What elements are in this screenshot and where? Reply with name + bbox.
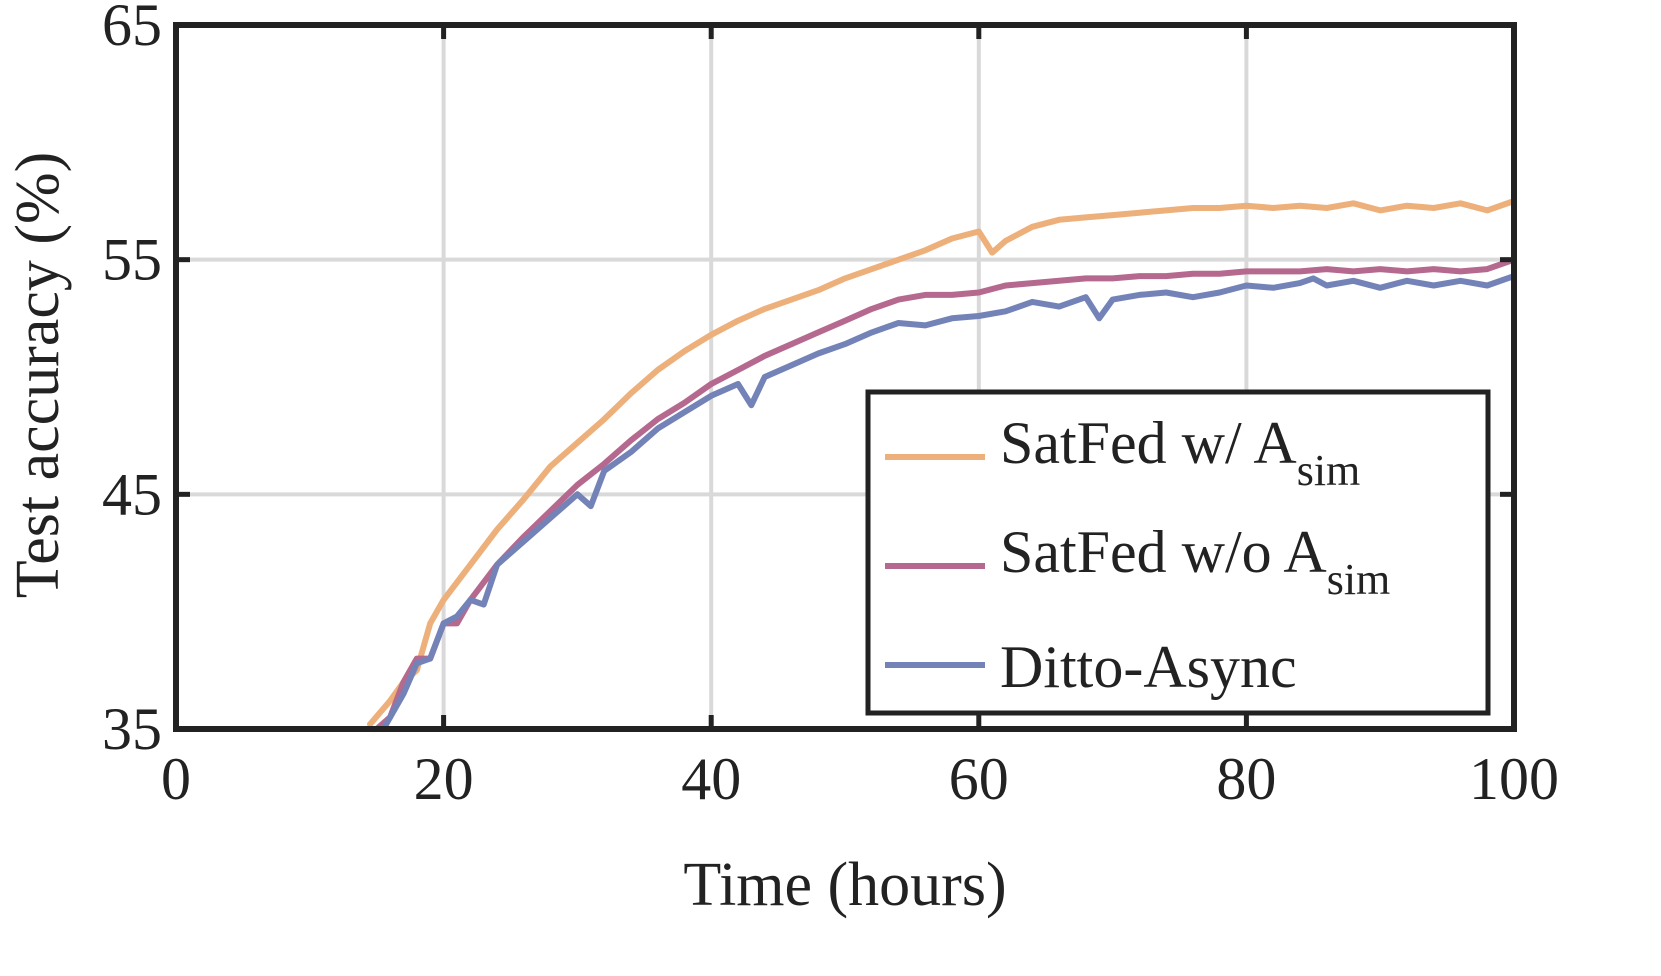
series-line-satfed-without-asim — [373, 256, 1517, 732]
x-tick-label: 20 — [414, 746, 474, 812]
legend-box — [865, 389, 1491, 716]
legend-subscript: sim — [1327, 555, 1391, 604]
x-axis-title: Time (hours) — [683, 851, 1006, 919]
axis-ticks: 0 20 40 60 80 100 35 45 55 65 — [102, 0, 1559, 812]
y-axis-title: Test accuracy (%) — [4, 152, 72, 599]
series-layer — [367, 198, 1517, 732]
x-tick-label: 60 — [949, 746, 1009, 812]
plot-frame — [173, 22, 1517, 732]
legend-label-satfed-without: SatFed w/o Asim — [1000, 519, 1390, 604]
y-tick-label: 45 — [102, 461, 162, 527]
legend-subscript: sim — [1297, 446, 1361, 495]
legend: SatFed w/ Asim SatFed w/o Asim Ditto-Asy… — [865, 389, 1491, 716]
legend-label-satfed-with: SatFed w/ Asim — [1000, 410, 1360, 495]
x-tick-label: 0 — [161, 746, 191, 812]
y-tick-label: 65 — [102, 0, 162, 58]
x-tick-label: 40 — [681, 746, 741, 812]
legend-label-ditto-async: Ditto-Async — [1000, 634, 1297, 700]
y-tick-label: 55 — [102, 227, 162, 293]
x-tick-label: 100 — [1469, 746, 1559, 812]
series-line-satfed-with-asim — [367, 198, 1517, 728]
x-tick-label: 80 — [1216, 746, 1276, 812]
y-tick-label: 35 — [102, 696, 162, 762]
grid-lines — [176, 25, 1514, 729]
series-line-ditto-async — [380, 273, 1517, 732]
